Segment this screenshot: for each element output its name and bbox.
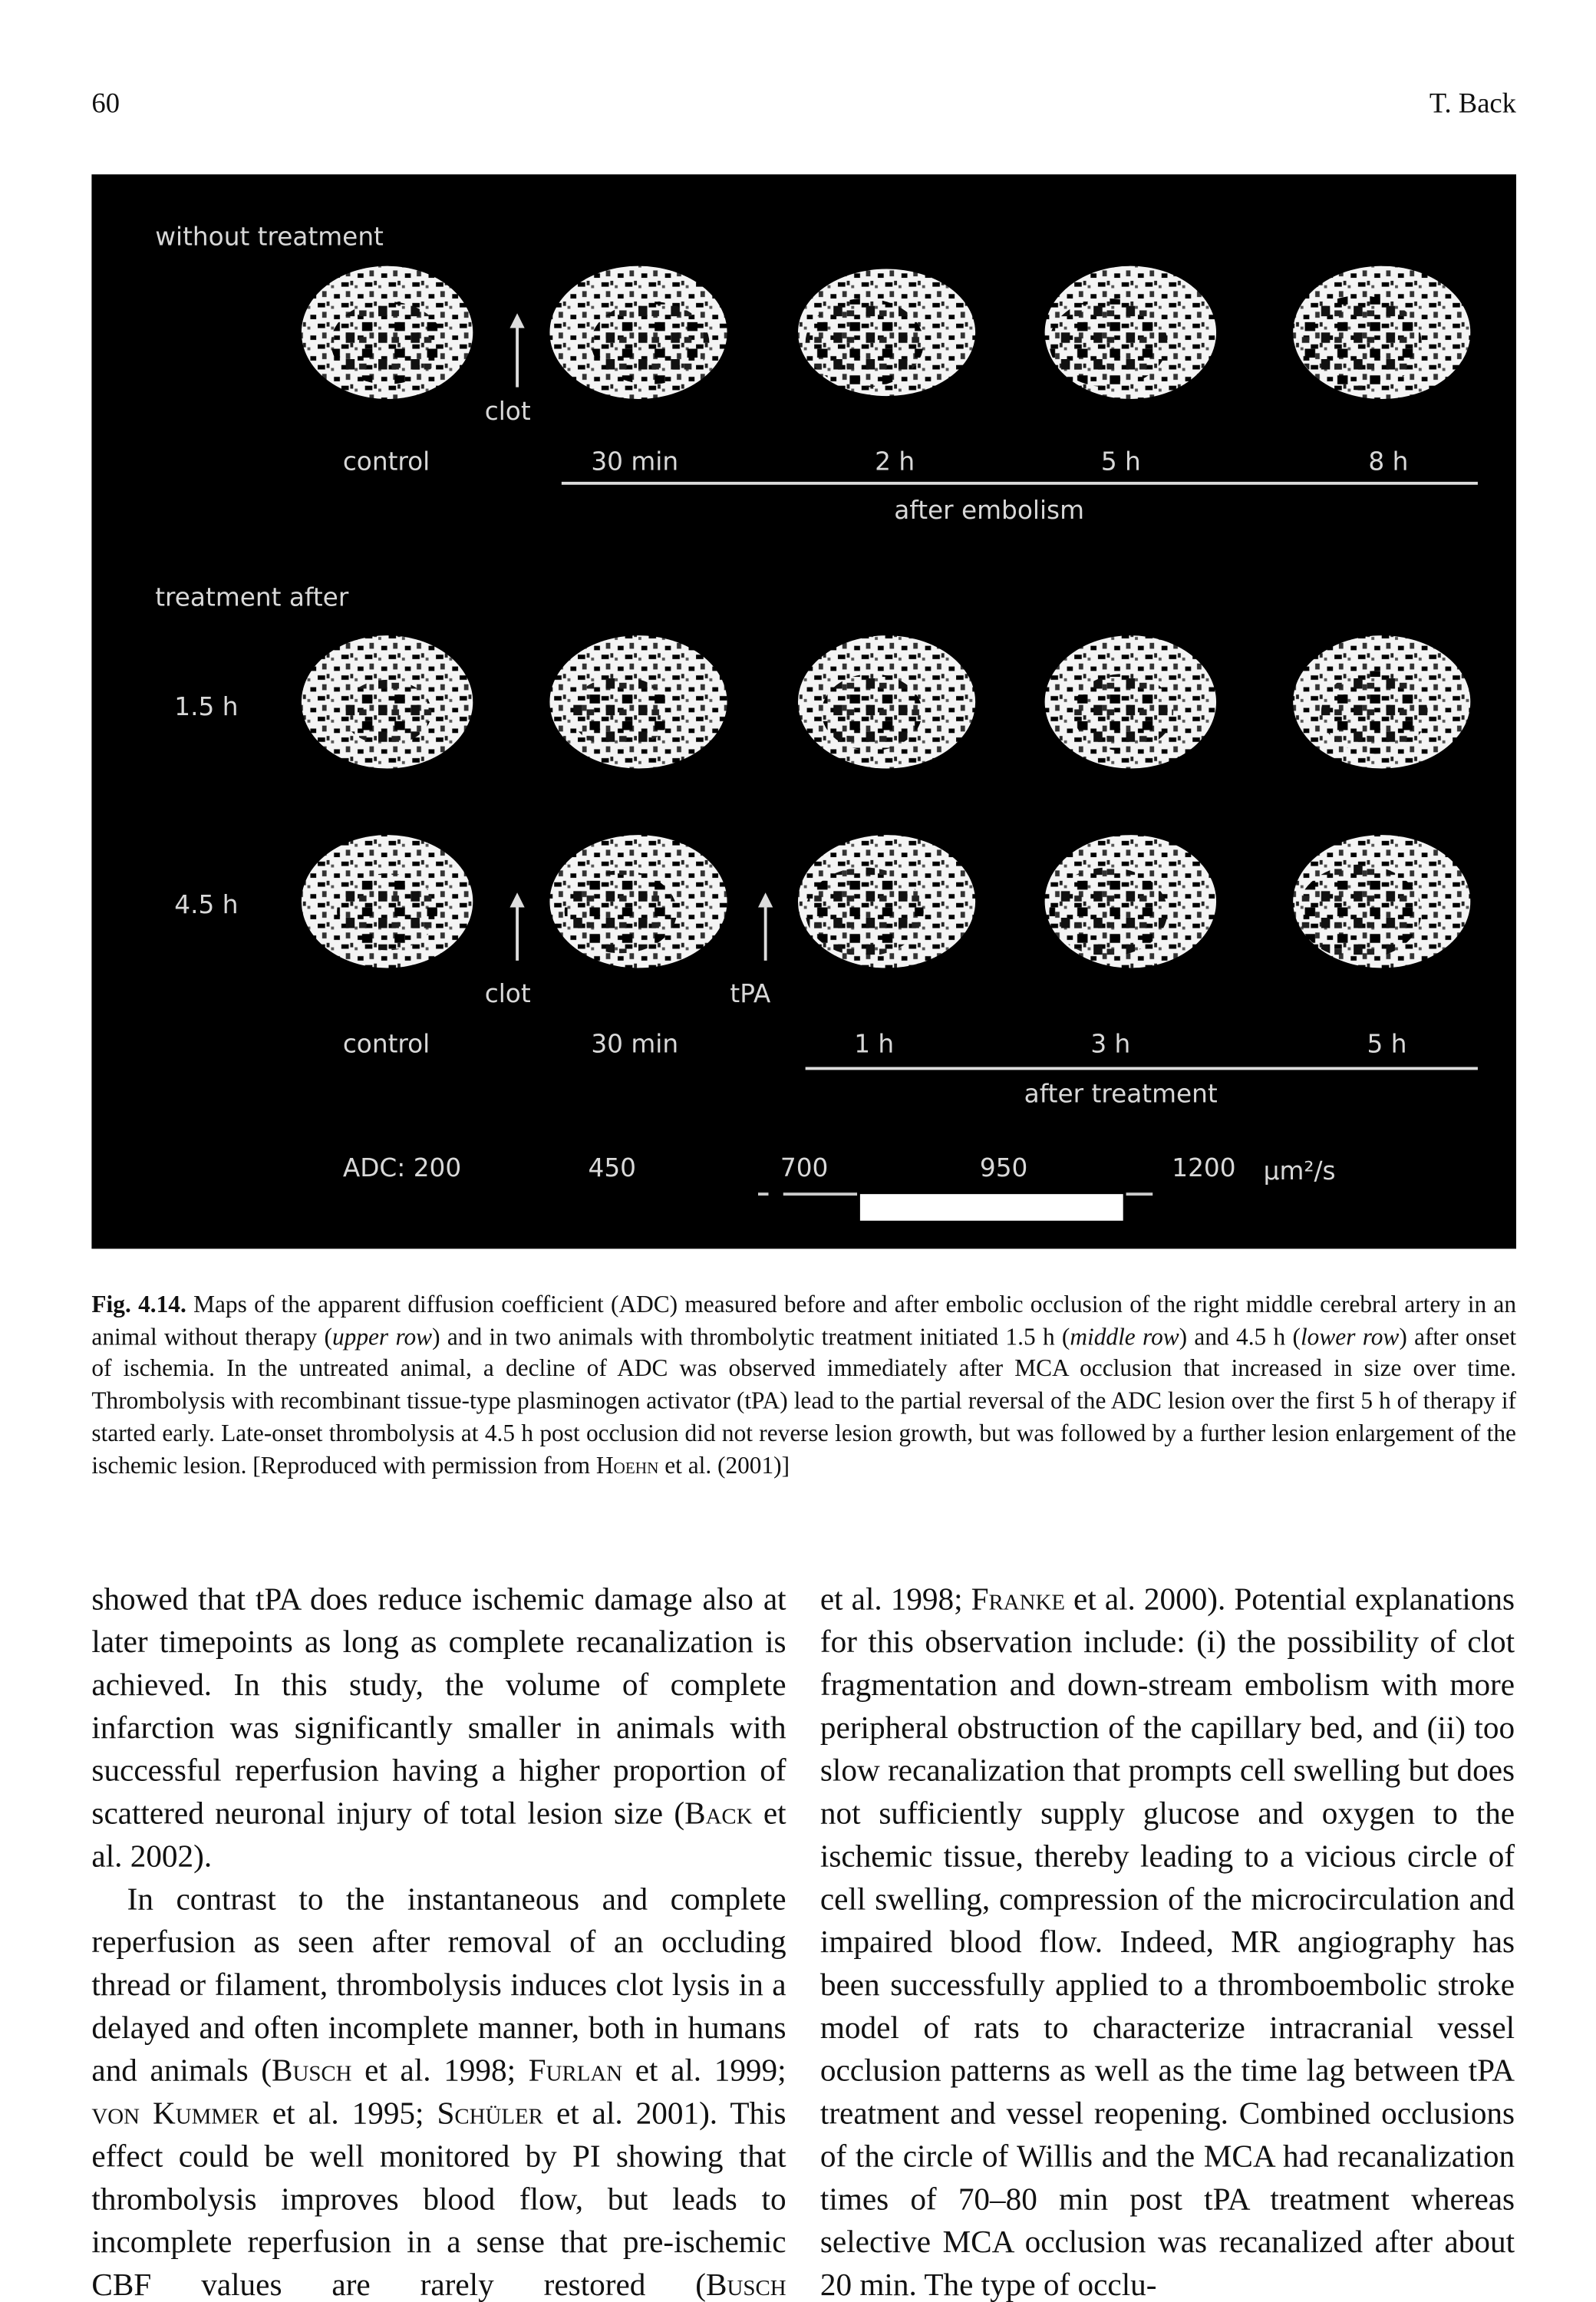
text: showed that tPA does reduce ischemic dam… [91, 1581, 786, 1832]
lesion [1049, 298, 1168, 388]
brain-maps [301, 265, 1471, 968]
text: et al. 2001). This effect could be well … [91, 2095, 786, 2302]
paragraph: showed that tPA does reduce ischemic dam… [91, 1578, 786, 1878]
author-name: Busch [706, 2267, 786, 2302]
caption-text: ) and in two animals with thrombolytic t… [432, 1322, 1070, 1351]
text-column: showed that tPA does reduce ischemic dam… [91, 1578, 786, 2302]
time-label: 3 h [1090, 1029, 1130, 1058]
lesion [1321, 671, 1428, 754]
author-name: von Kummer [91, 2095, 259, 2132]
text: et al. 2002). [91, 1796, 786, 1875]
time-label: 30 min [591, 1029, 678, 1058]
group-label: after treatment [1024, 1080, 1218, 1109]
group-label: after embolism [894, 496, 1084, 525]
paragraph: et al. 1998; Franke et al. 2000). Potent… [820, 1578, 1515, 2302]
row-label: treatment after [155, 583, 349, 612]
scale-label: ADC: 200 [343, 1153, 461, 1182]
lesion [821, 674, 922, 751]
lesion [342, 679, 432, 745]
author-name: Back [684, 1796, 753, 1832]
caption-text: et al. (2001)] [658, 1450, 790, 1479]
lesion [331, 301, 444, 384]
caption-text: ) and 4.5 h ( [1179, 1322, 1301, 1351]
row-upper [301, 265, 1471, 400]
text: et al. 1998; [351, 2053, 529, 2089]
arrow-head [509, 313, 525, 328]
caption-text: upper row [331, 1322, 433, 1351]
lesion [1297, 295, 1422, 391]
scale-label: 450 [589, 1153, 636, 1182]
annotation: clot [485, 397, 531, 426]
color-bar [859, 1194, 1123, 1221]
time-label: 8 h [1368, 447, 1408, 476]
lesion [591, 301, 710, 384]
annotation: clot [485, 979, 531, 1008]
caption-text: ) after onset of ischemia. In the untrea… [91, 1322, 1517, 1479]
paragraph: In contrast to the instantaneous and com… [91, 1878, 786, 2302]
scale-unit: µm²/s [1264, 1156, 1336, 1186]
lesion [805, 867, 924, 957]
arrow-head [758, 892, 773, 908]
text: In contrast to the instantaneous and com… [91, 1881, 786, 2089]
figure: without treatment clot control 30 min 2 … [91, 174, 1517, 1249]
figure-caption: Fig. 4.14. Maps of the apparent diffusio… [91, 1288, 1516, 1481]
caption-text: lower row [1300, 1322, 1400, 1351]
author-name: Franke [971, 1581, 1066, 1617]
time-label: control [343, 1029, 430, 1058]
scale-label: 700 [780, 1153, 828, 1182]
time-label: 1 h [854, 1029, 894, 1058]
text: et al. 1998; [819, 1581, 971, 1617]
lesion [805, 298, 924, 388]
running-title: T. Back [1429, 88, 1517, 120]
row-middle [301, 635, 1471, 769]
author-name: Schüler [437, 2095, 543, 2132]
row-label: 1.5 h [174, 692, 238, 721]
lesion [1073, 674, 1174, 751]
caption-text: Maps of the apparent diffusion coefficie… [91, 1290, 1517, 1351]
caption-text: middle row [1070, 1322, 1179, 1351]
author-name: Hoehn [595, 1450, 659, 1479]
row-lower [301, 835, 1471, 968]
time-label: 5 h [1101, 447, 1141, 476]
time-label: 30 min [591, 447, 678, 476]
text: et al. 1999; [622, 2053, 786, 2089]
caption-label: Fig. 4.14. [91, 1290, 186, 1318]
page-number: 60 [91, 88, 120, 120]
arrow-head [509, 892, 525, 908]
row-label: 4.5 h [174, 890, 238, 919]
lesion [570, 677, 671, 748]
time-label: 5 h [1367, 1029, 1406, 1058]
arrows [509, 313, 1478, 1070]
text: et al. 2000). Potential explanations for… [819, 1581, 1515, 2302]
lesion [1297, 864, 1422, 959]
author-name: Furlan [528, 2053, 623, 2089]
scale-label: 1200 [1172, 1153, 1235, 1182]
lesion [1049, 867, 1168, 957]
text: et al. 1995; [259, 2095, 437, 2132]
lesion [564, 870, 678, 954]
time-label: 2 h [875, 447, 915, 476]
row-label: without treatment [155, 223, 384, 252]
annotation: tPA [730, 979, 770, 1008]
author-name: Busch [272, 2053, 352, 2089]
time-label: control [343, 447, 430, 476]
scale-label: 950 [980, 1153, 1027, 1182]
text-column: et al. 1998; Franke et al. 2000). Potent… [820, 1578, 1515, 2302]
lesion [337, 873, 438, 951]
